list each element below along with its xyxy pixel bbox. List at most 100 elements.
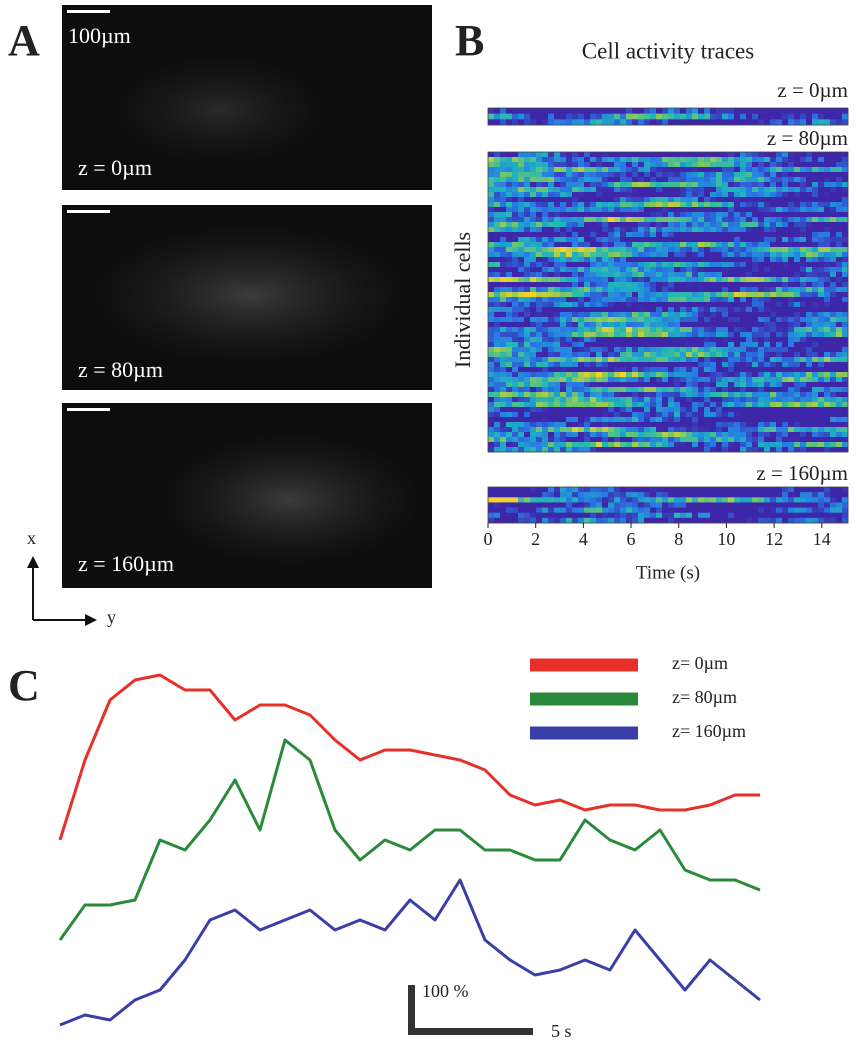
heat-cell [656, 262, 662, 267]
heat-cell [722, 422, 728, 427]
heat-cell [500, 119, 506, 125]
heat-cell [818, 377, 824, 382]
heat-cell [704, 317, 710, 322]
heat-cell [764, 432, 770, 437]
heat-cell [608, 407, 614, 412]
heat-cell [644, 167, 650, 172]
heat-cell [590, 342, 596, 347]
heat-cell [836, 322, 842, 327]
heat-cell [572, 108, 578, 114]
heat-cell [776, 242, 782, 247]
heat-cell [620, 227, 626, 232]
heat-cell [602, 492, 608, 497]
heat-cell [554, 392, 560, 397]
heat-cell [716, 442, 722, 447]
heat-cell [536, 357, 542, 362]
heat-cell [788, 162, 794, 167]
heat-cell [494, 362, 500, 367]
heat-cell [548, 222, 554, 227]
heat-cell [632, 157, 638, 162]
heat-cell [758, 407, 764, 412]
heat-cell [656, 292, 662, 297]
heat-cell [662, 327, 668, 332]
heat-cell [764, 257, 770, 262]
heat-cell [542, 162, 548, 167]
heat-cell [488, 367, 494, 372]
heat-cell [788, 447, 794, 452]
heat-cell [806, 367, 812, 372]
heat-cell [674, 407, 680, 412]
heat-cell [590, 377, 596, 382]
heat-cell [812, 412, 818, 417]
heat-cell [782, 217, 788, 222]
heat-cell [506, 252, 512, 257]
heat-cell [596, 119, 602, 125]
heat-cell [698, 172, 704, 177]
heat-cell [500, 177, 506, 182]
heat-cell [500, 282, 506, 287]
heat-cell [500, 152, 506, 157]
heat-cell [740, 427, 746, 432]
heat-cell [728, 372, 734, 377]
heat-cell [716, 212, 722, 217]
heat-cell [692, 257, 698, 262]
heat-cell [626, 227, 632, 232]
heat-cell [686, 292, 692, 297]
heat-cell [704, 518, 710, 523]
x-tick-label: 14 [813, 529, 831, 549]
heat-cell [506, 347, 512, 352]
heat-cell [746, 167, 752, 172]
heat-cell [758, 257, 764, 262]
heat-cell [788, 317, 794, 322]
heat-cell [836, 327, 842, 332]
heat-cell [626, 412, 632, 417]
heat-cell [584, 277, 590, 282]
heat-cell [800, 272, 806, 277]
heat-cell [746, 402, 752, 407]
heat-cell [500, 357, 506, 362]
heat-cell [740, 182, 746, 187]
heat-cell [734, 407, 740, 412]
heat-cell [560, 372, 566, 377]
heat-cell [602, 392, 608, 397]
heat-cell [638, 357, 644, 362]
heat-cell [680, 119, 686, 125]
heat-cell [788, 257, 794, 262]
heat-cell [692, 187, 698, 192]
heat-cell [566, 432, 572, 437]
heat-cell [758, 417, 764, 422]
heat-cell [590, 237, 596, 242]
heat-cell [608, 447, 614, 452]
heat-cell [542, 327, 548, 332]
heat-cell [782, 119, 788, 125]
heat-cell [626, 114, 632, 120]
heat-cell [686, 342, 692, 347]
heat-cell [662, 357, 668, 362]
heat-cell [716, 262, 722, 267]
heat-cell [794, 442, 800, 447]
heat-cell [620, 202, 626, 207]
heat-cell [554, 114, 560, 120]
heat-cell [692, 242, 698, 247]
heat-cell [710, 119, 716, 125]
heat-cell [596, 437, 602, 442]
heat-cell [542, 492, 548, 497]
heat-cell [830, 302, 836, 307]
heat-cell [506, 412, 512, 417]
heat-cell [812, 277, 818, 282]
heat-cell [716, 247, 722, 252]
heat-cell [632, 427, 638, 432]
heat-cell [554, 508, 560, 513]
heat-cell [734, 202, 740, 207]
heat-cell [584, 272, 590, 277]
heat-cell [698, 202, 704, 207]
heat-cell [674, 432, 680, 437]
heat-cell [620, 352, 626, 357]
heat-cell [518, 217, 524, 222]
heat-cell [686, 192, 692, 197]
heat-cell [488, 197, 494, 202]
heat-cell [590, 508, 596, 513]
heat-cell [500, 262, 506, 267]
heat-cell [722, 152, 728, 157]
heat-cell [602, 397, 608, 402]
